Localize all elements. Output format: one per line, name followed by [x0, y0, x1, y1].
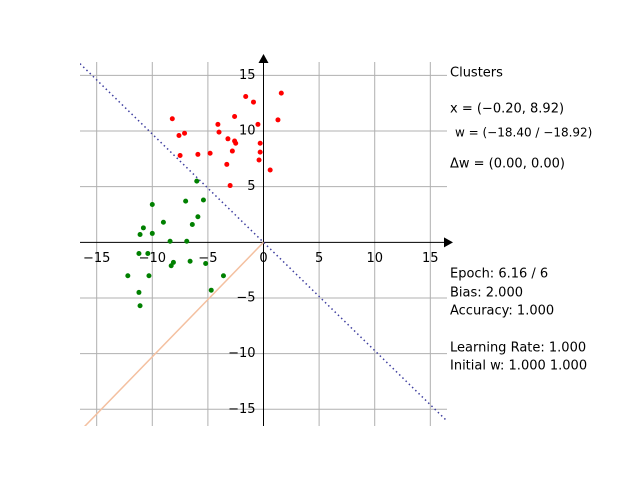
point: [169, 116, 175, 122]
point: [220, 273, 226, 279]
x-axis-arrow: [444, 237, 453, 248]
point: [215, 121, 221, 127]
x-tick-label: −10: [139, 251, 166, 266]
point: [145, 250, 151, 256]
plot-area: [80, 63, 447, 426]
point: [194, 178, 200, 184]
point: [255, 121, 261, 127]
point: [257, 140, 263, 146]
annotation: Δw = (0.00, 0.00): [450, 157, 565, 172]
point: [137, 232, 143, 238]
annotation: x = (−0.20, 8.92): [450, 102, 564, 117]
annotation: Bias: 2.000: [450, 286, 523, 301]
point: [182, 130, 188, 136]
line: [83, 241, 265, 426]
point: [208, 287, 214, 293]
point: [200, 197, 206, 203]
y-tick-label: −15: [228, 402, 255, 417]
point: [250, 99, 256, 105]
x-tick-label: 5: [315, 251, 323, 266]
point: [227, 183, 233, 189]
point: [183, 198, 189, 204]
point: [140, 225, 146, 231]
point: [233, 140, 239, 146]
y-tick-label: −10: [228, 346, 255, 361]
x-tick-label: −5: [198, 251, 217, 266]
point: [149, 230, 155, 236]
point: [137, 303, 143, 309]
y-axis-arrow: [258, 54, 269, 63]
y-tick-label: 10: [239, 124, 256, 139]
point: [189, 222, 195, 228]
annotation: w = (−18.40 / −18.92): [455, 126, 592, 140]
point: [170, 259, 176, 265]
point: [257, 149, 263, 155]
x-tick-label: 15: [422, 251, 439, 266]
point: [229, 148, 235, 154]
point: [207, 150, 213, 156]
annotation: Initial w: 1.000 1.000: [450, 359, 587, 374]
point: [184, 238, 190, 244]
point: [195, 151, 201, 157]
point: [136, 289, 142, 295]
point: [256, 157, 262, 163]
annotation: Accuracy: 1.000: [450, 304, 554, 319]
point: [125, 273, 131, 279]
point: [176, 132, 182, 138]
point: [203, 260, 209, 266]
point: [167, 238, 173, 244]
y-tick-label: 5: [247, 179, 255, 194]
point: [224, 161, 230, 167]
point: [136, 250, 142, 256]
point: [149, 201, 155, 207]
point: [278, 90, 284, 96]
chart-title: Clusters: [450, 66, 503, 81]
point: [160, 219, 166, 225]
point: [267, 167, 273, 173]
point: [275, 117, 281, 123]
annotation: Epoch: 6.16 / 6: [450, 267, 548, 282]
point: [225, 136, 231, 142]
annotation: Learning Rate: 1.000: [450, 341, 586, 356]
point: [195, 214, 201, 220]
x-tick-label: −15: [83, 251, 110, 266]
point: [243, 94, 249, 100]
y-tick-label: 15: [239, 68, 256, 83]
point: [187, 258, 193, 264]
point: [177, 153, 183, 159]
point: [232, 114, 238, 120]
y-tick-label: −5: [236, 290, 255, 305]
point: [146, 273, 152, 279]
x-tick-label: 10: [366, 251, 383, 266]
point: [216, 129, 222, 135]
